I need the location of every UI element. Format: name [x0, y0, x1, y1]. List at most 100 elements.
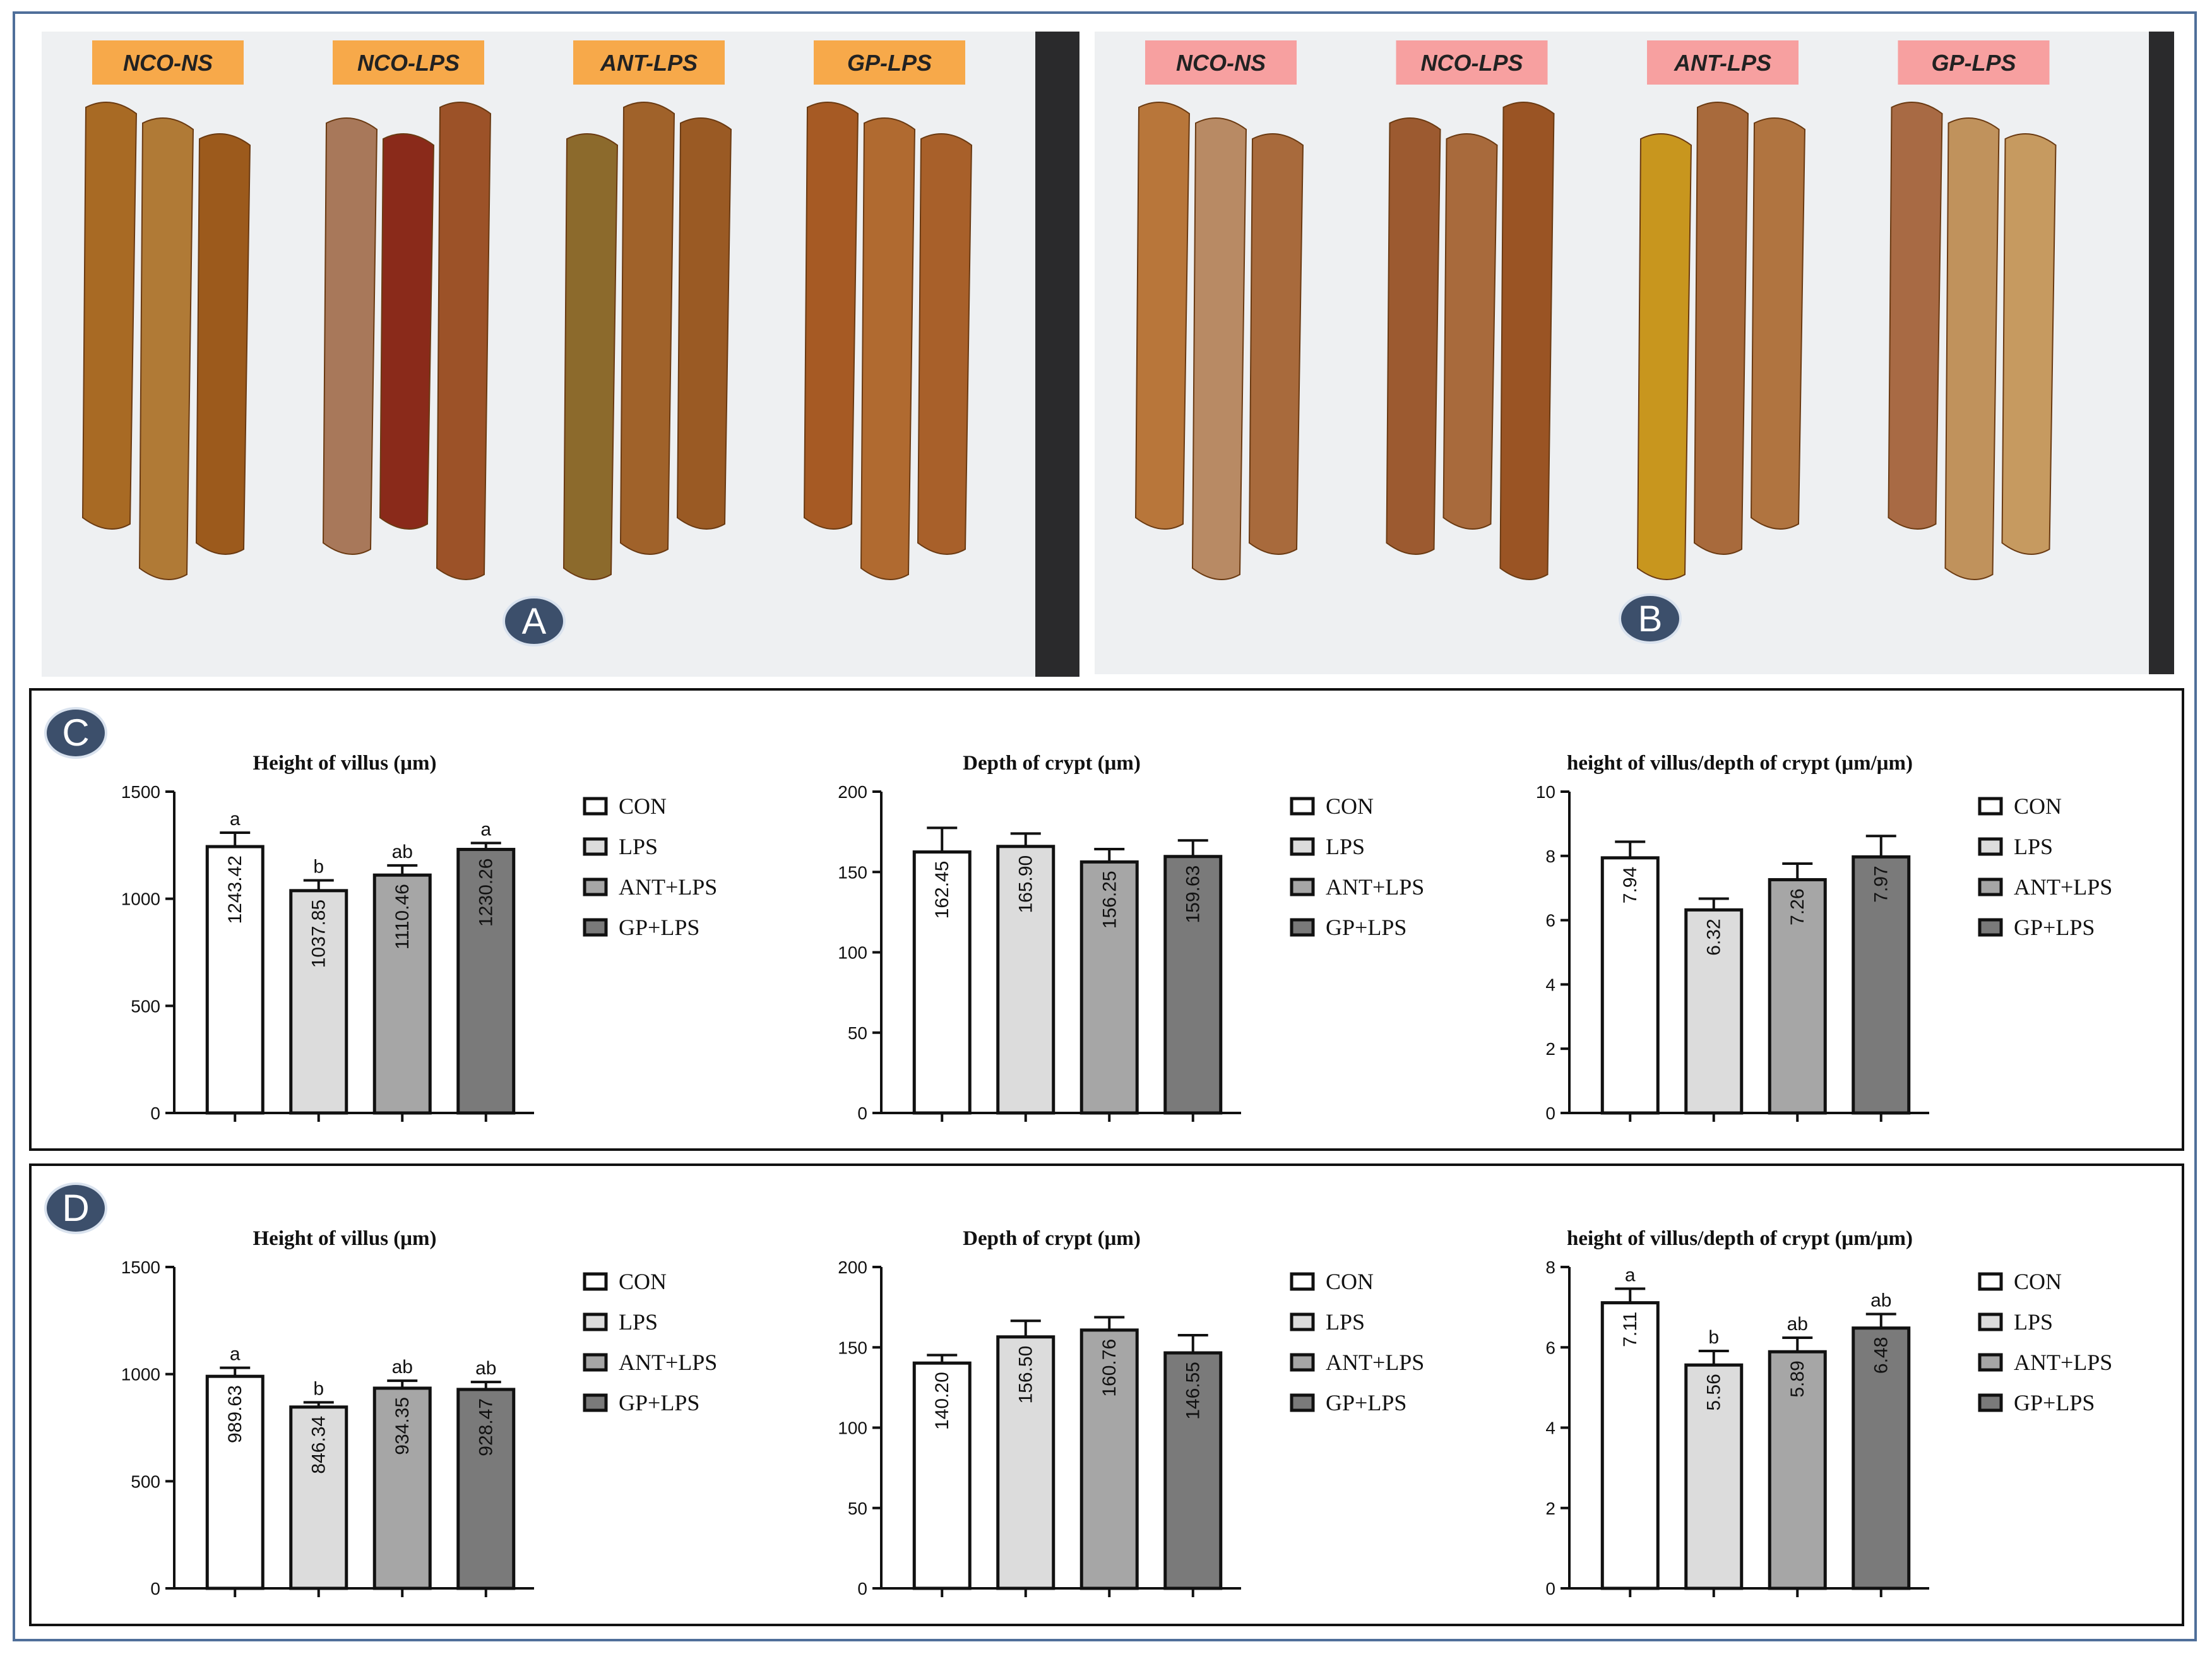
- group-label-tag: [1898, 40, 2050, 85]
- legend-label: GP+LPS: [1326, 915, 1406, 940]
- tissue-strip: [1134, 102, 1191, 530]
- group-label: NCO-NS: [123, 50, 213, 76]
- legend-swatch: [1290, 797, 1315, 816]
- chart-svg: Height of villus (μm) 0 500 1000 1500 989.63 a…: [121, 1227, 718, 1598]
- legend-label: CON: [619, 794, 667, 819]
- legend-label: LPS: [2014, 834, 2053, 859]
- photo-panel-b: NCO-NS NCO-LPS ANT-LPS GP-LPS B: [1095, 32, 2174, 674]
- bar-value-label: 5.56: [1704, 1374, 1725, 1410]
- tissue-strip: [1888, 102, 1943, 530]
- group-label: GP-LPS: [1931, 50, 2016, 76]
- tissue-strip: [1248, 133, 1304, 555]
- tissue-strip: [1750, 117, 1806, 530]
- bar-lps: [1684, 1363, 1744, 1590]
- tissue-strip: [195, 133, 251, 555]
- bar-value-label: 1037.85: [309, 900, 330, 968]
- tissue-strip: [1636, 133, 1692, 580]
- tissue-strip: [138, 117, 194, 580]
- tissue-strip: [676, 117, 732, 530]
- y-tick-label: 8: [1545, 847, 1555, 866]
- bar-value-label: 5.89: [1787, 1360, 1808, 1397]
- bar-value-label: 146.55: [1183, 1362, 1204, 1420]
- bar-value-label: 7.26: [1787, 888, 1808, 925]
- legend-label: LPS: [619, 834, 658, 859]
- tissue-strip: [379, 133, 435, 530]
- y-tick-label: 2: [1545, 1499, 1555, 1518]
- bar-value-label: 7.11: [1620, 1312, 1641, 1347]
- legend-label: ANT+LPS: [619, 1350, 717, 1375]
- bar-value-label: 162.45: [932, 861, 953, 919]
- tissue-strip: [1944, 117, 2000, 580]
- legend-label: GP+LPS: [1326, 1390, 1406, 1415]
- y-tick-label: 10: [1536, 782, 1555, 802]
- bar-lps: [996, 845, 1055, 1115]
- group-label-tag: [1396, 40, 1548, 85]
- chart-title: Depth of crypt (μm): [963, 752, 1141, 775]
- tissue-strip: [81, 102, 138, 530]
- y-tick-label: 100: [838, 943, 867, 963]
- bar-value-label: 156.25: [1099, 871, 1120, 929]
- y-tick-label: 0: [150, 1579, 160, 1598]
- photo-badge-label: A: [522, 601, 547, 642]
- legend-swatch: [1290, 1393, 1315, 1412]
- y-tick-label: 0: [857, 1579, 867, 1598]
- tissue-strip: [2001, 133, 2057, 555]
- bar-lps: [289, 889, 348, 1115]
- group-label-tag: [1647, 40, 1799, 85]
- bar-ant-lps: [372, 873, 432, 1115]
- tissue-strip: [1693, 102, 1749, 555]
- chart-title: Depth of crypt (μm): [963, 1227, 1141, 1250]
- chart-svg: height of villus/depth of crypt (μm/μm) 0…: [1536, 752, 2112, 1123]
- y-tick-label: 1500: [121, 1258, 160, 1277]
- legend-swatch: [1978, 1312, 2003, 1331]
- bar-chart: height of villus/depth of crypt (μm/μm) 0…: [1487, 1223, 2150, 1602]
- legend-label: GP+LPS: [619, 915, 699, 940]
- bar-value-label: 989.63: [225, 1385, 246, 1443]
- legend-swatch: [583, 918, 608, 937]
- bar-chart: Depth of crypt (μm) 0 50 100 150 200 162.45 165…: [799, 747, 1462, 1126]
- bar-value-label: 159.63: [1183, 866, 1204, 924]
- legend-swatch: [583, 878, 608, 896]
- legend-label: ANT+LPS: [619, 874, 717, 900]
- bar-con: [205, 1374, 265, 1590]
- legend-swatch: [583, 797, 608, 816]
- panel-badge-d: D: [44, 1182, 107, 1234]
- tissue-strip: [436, 102, 492, 580]
- photo-image: NCO-NS NCO-LPS ANT-LPS GP-LPS A: [42, 32, 1079, 677]
- bar-ant-lps: [1079, 1328, 1139, 1590]
- bar-con: [1600, 856, 1660, 1115]
- y-tick-label: 8: [1545, 1258, 1555, 1277]
- bar-ant-lps: [1768, 878, 1827, 1115]
- figure-frame: [13, 11, 2197, 1641]
- legend-swatch: [583, 1353, 608, 1372]
- legend-label: LPS: [1326, 1309, 1365, 1335]
- legend-label: ANT+LPS: [1326, 874, 1424, 900]
- bar-gp-lps: [456, 1388, 516, 1590]
- tissue-strip: [917, 133, 973, 555]
- group-label: NCO-LPS: [1421, 50, 1523, 76]
- tissue-strip: [1386, 117, 1441, 555]
- photo-image: NCO-NS NCO-LPS ANT-LPS GP-LPS B: [1095, 32, 2174, 674]
- y-tick-label: 0: [857, 1104, 867, 1123]
- legend-swatch: [1978, 837, 2003, 856]
- panel-c: C Height of villus (μm) 0 500 1000 1500 1243.…: [29, 688, 2184, 1151]
- legend-swatch: [1978, 918, 2003, 937]
- group-label: ANT-LPS: [1674, 50, 1771, 76]
- photo-badge-label: B: [1638, 598, 1663, 640]
- legend-label: LPS: [2014, 1309, 2053, 1335]
- legend-swatch: [1290, 878, 1315, 896]
- bar-value-label: 156.50: [1016, 1346, 1037, 1404]
- legend-label: CON: [2014, 794, 2062, 819]
- significance-letter: b: [1708, 1327, 1719, 1348]
- chart-title: Height of villus (μm): [253, 1227, 437, 1250]
- y-tick-label: 200: [838, 1258, 867, 1277]
- bar-value-label: 1243.42: [225, 855, 246, 924]
- bar-con: [205, 845, 265, 1115]
- legend-label: ANT+LPS: [2014, 874, 2112, 900]
- y-tick-label: 6: [1545, 1338, 1555, 1357]
- tissue-strip: [322, 117, 378, 555]
- bar-value-label: 846.34: [309, 1416, 330, 1474]
- tissue-strip: [1499, 102, 1555, 580]
- tissue-strip: [619, 102, 675, 555]
- tissue-strip: [1442, 133, 1498, 530]
